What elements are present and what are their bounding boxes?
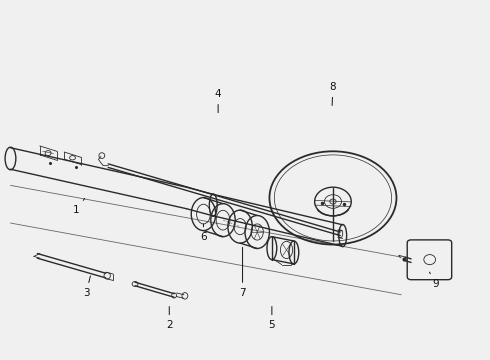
Text: 8: 8 [330, 82, 336, 105]
Text: 6: 6 [200, 224, 207, 242]
Text: 1: 1 [73, 198, 85, 216]
Text: 3: 3 [83, 276, 91, 298]
Text: 5: 5 [269, 306, 275, 330]
Text: 9: 9 [430, 272, 439, 289]
Text: 2: 2 [166, 306, 172, 330]
Text: 4: 4 [215, 89, 221, 113]
Text: 7: 7 [239, 247, 246, 298]
